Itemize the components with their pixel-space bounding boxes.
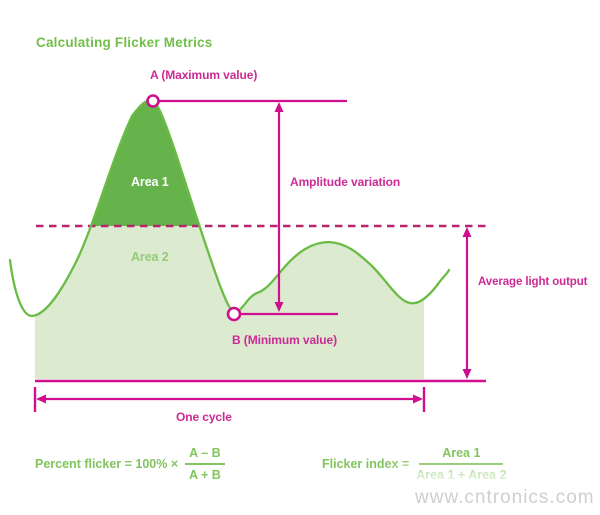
average-light-output-label: Average light output <box>478 276 588 288</box>
area1-label: Area 1 <box>131 175 169 189</box>
max-point-marker <box>146 94 160 108</box>
min-point-marker <box>226 306 242 322</box>
amplitude-variation-label: Amplitude variation <box>290 175 401 189</box>
flicker-index-numerator: Area 1 <box>419 446 504 465</box>
one-cycle-label: One cycle <box>176 410 232 424</box>
percent-flicker-formula: Percent flicker = 100% × A – B A + B <box>35 446 225 482</box>
one-cycle-dimension <box>33 387 426 412</box>
flicker-index-lhs: Flicker index = <box>322 457 410 471</box>
watermark-wash <box>402 478 600 510</box>
flicker-index-formula: Flicker index = Area 1 Area 1 + Area 2 <box>322 446 506 482</box>
amplitude-arrow <box>274 102 284 312</box>
min-point-label: B (Minimum value) <box>232 333 337 347</box>
watermark: www.cntronics.com <box>415 487 595 508</box>
percent-flicker-lhs: Percent flicker = 100% × <box>35 457 179 471</box>
max-point-label: A (Maximum value) <box>150 68 258 82</box>
area1-region <box>90 100 200 226</box>
light-output-curve <box>8 98 451 318</box>
average-output-arrow <box>462 227 472 379</box>
percent-flicker-numerator: A – B <box>185 446 225 465</box>
diagram-title: Calculating Flicker Metrics <box>36 35 213 50</box>
area2-region <box>35 100 424 379</box>
percent-flicker-denominator: A + B <box>188 468 221 482</box>
flicker-index-fraction: Area 1 Area 1 + Area 2 <box>416 446 506 482</box>
area2-label: Area 2 <box>131 250 169 264</box>
percent-flicker-fraction: A – B A + B <box>185 446 225 482</box>
